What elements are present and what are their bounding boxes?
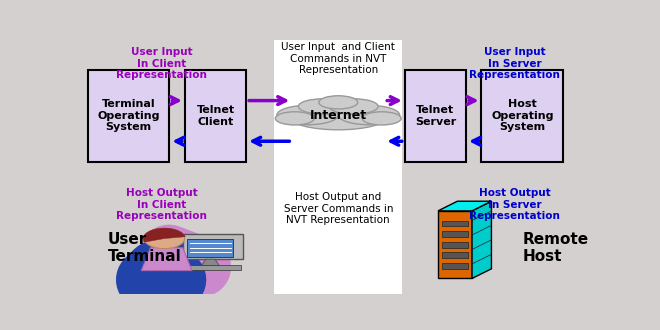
FancyBboxPatch shape bbox=[185, 70, 246, 162]
Polygon shape bbox=[141, 248, 192, 271]
Ellipse shape bbox=[319, 96, 358, 109]
FancyBboxPatch shape bbox=[183, 234, 243, 259]
Text: Internet: Internet bbox=[310, 109, 367, 122]
Text: Remote
Host: Remote Host bbox=[523, 232, 589, 264]
Text: Host Output
In Server
Representation: Host Output In Server Representation bbox=[469, 188, 560, 221]
Text: User
Terminal: User Terminal bbox=[108, 232, 182, 264]
Ellipse shape bbox=[329, 99, 378, 114]
Circle shape bbox=[144, 228, 185, 248]
Polygon shape bbox=[472, 201, 492, 279]
Ellipse shape bbox=[277, 105, 338, 125]
FancyBboxPatch shape bbox=[187, 239, 234, 257]
FancyBboxPatch shape bbox=[88, 70, 170, 162]
FancyBboxPatch shape bbox=[442, 252, 468, 258]
Polygon shape bbox=[201, 259, 220, 266]
Ellipse shape bbox=[290, 104, 387, 130]
Text: Telnet
Client: Telnet Client bbox=[197, 105, 234, 127]
Wedge shape bbox=[143, 228, 185, 242]
Text: Terminal
Operating
System: Terminal Operating System bbox=[97, 99, 160, 132]
Ellipse shape bbox=[298, 99, 347, 114]
Text: User Input
In Server
Representation: User Input In Server Representation bbox=[469, 47, 560, 81]
FancyBboxPatch shape bbox=[185, 265, 241, 270]
Polygon shape bbox=[438, 201, 492, 211]
FancyBboxPatch shape bbox=[442, 263, 468, 269]
FancyBboxPatch shape bbox=[442, 242, 468, 248]
Text: Host Output
In Client
Representation: Host Output In Client Representation bbox=[116, 188, 207, 221]
FancyBboxPatch shape bbox=[442, 231, 468, 237]
FancyBboxPatch shape bbox=[438, 211, 472, 279]
FancyBboxPatch shape bbox=[482, 70, 563, 162]
FancyBboxPatch shape bbox=[442, 220, 468, 226]
Ellipse shape bbox=[362, 112, 401, 125]
Text: Telnet
Server: Telnet Server bbox=[414, 105, 456, 127]
Text: Host Output and
Server Commands in
NVT Representation: Host Output and Server Commands in NVT R… bbox=[284, 192, 393, 225]
Text: User Input  and Client
Commands in NVT
Representation: User Input and Client Commands in NVT Re… bbox=[281, 42, 395, 75]
FancyBboxPatch shape bbox=[405, 70, 466, 162]
FancyBboxPatch shape bbox=[275, 40, 402, 294]
Ellipse shape bbox=[275, 112, 314, 125]
Text: Host
Operating
System: Host Operating System bbox=[491, 99, 554, 132]
Text: User Input
In Client
Representation: User Input In Client Representation bbox=[116, 47, 207, 81]
Ellipse shape bbox=[339, 105, 400, 125]
